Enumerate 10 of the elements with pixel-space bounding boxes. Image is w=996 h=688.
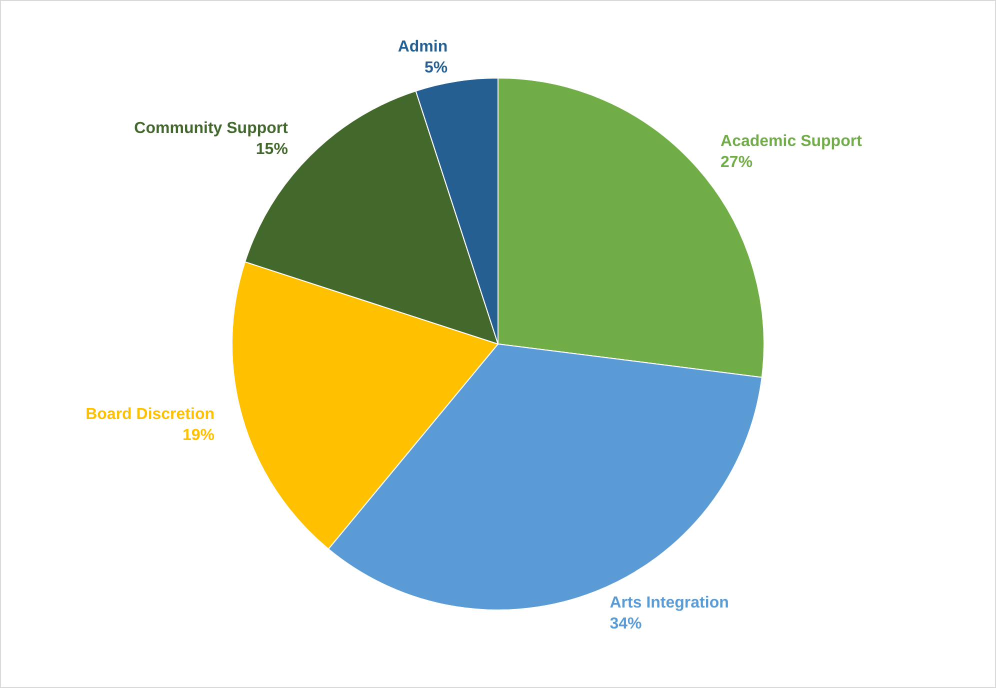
slice-label: Community Support xyxy=(134,120,289,137)
slice-label: Arts Integration xyxy=(610,594,729,612)
data-label: 15% xyxy=(256,140,288,158)
slice-label: Admin xyxy=(398,38,448,56)
slice-label: Academic Support xyxy=(720,133,863,150)
data-label: 19% xyxy=(182,426,215,444)
data-label: 34% xyxy=(610,616,642,633)
data-label: 5% xyxy=(424,60,448,77)
slice-label: Board Discretion xyxy=(86,406,215,423)
data-label: 27% xyxy=(720,154,753,172)
